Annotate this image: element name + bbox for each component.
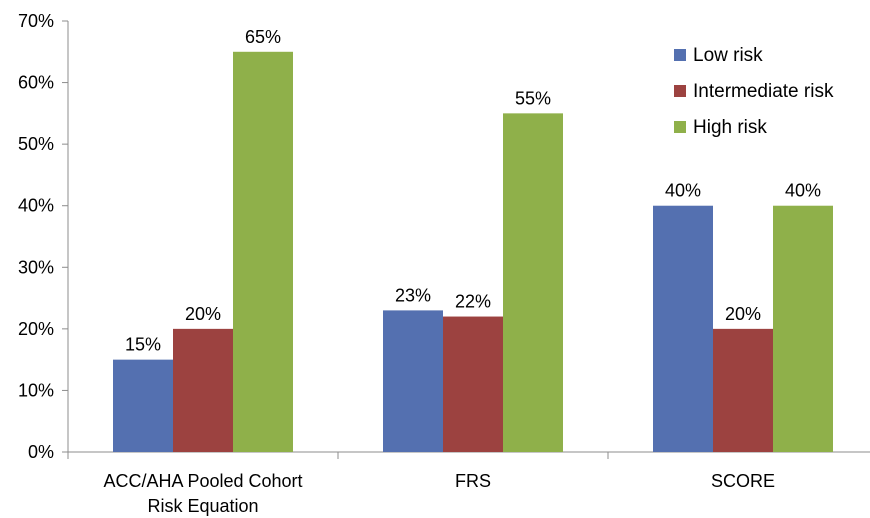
x-axis: ACC/AHA Pooled Cohort Risk Equation FRS SCO… [67,451,870,516]
bars [113,51,833,453]
legend: Low risk Intermediate risk High risk [674,45,834,138]
x-category-label: SCORE [711,471,775,491]
data-labels: 15% 20% 65% 23% 22% 55% 40% 20% 40% [125,27,821,355]
bar [383,310,443,452]
data-label: 55% [515,88,551,108]
data-label: 65% [245,27,281,47]
data-label: 23% [395,285,431,305]
legend-label: Low risk [693,45,763,66]
y-axis: 0% 10% 20% 30% 40% 50% 60% 70% [18,11,69,462]
legend-swatch [674,121,686,133]
bar [443,316,503,452]
y-tick-label: 20% [18,319,54,339]
y-tick-label: 50% [18,134,54,154]
bar [713,328,773,452]
data-label: 40% [785,181,821,201]
y-tick-label: 0% [28,442,54,462]
bar [653,205,713,452]
y-tick-label: 70% [18,11,54,31]
legend-label: High risk [693,117,767,138]
bar [503,113,563,452]
data-label: 15% [125,335,161,355]
x-category-label: FRS [455,471,491,491]
bar [773,205,833,452]
data-label: 40% [665,181,701,201]
bar [113,359,173,452]
data-label: 20% [725,304,761,324]
x-category-label: ACC/AHA Pooled Cohort [103,471,302,491]
legend-label: Intermediate risk [693,81,834,102]
y-tick-label: 30% [18,257,54,277]
y-tick-label: 40% [18,196,54,216]
y-tick-label: 10% [18,380,54,400]
bar [233,51,293,453]
data-label: 22% [455,292,491,312]
data-label: 20% [185,304,221,324]
bar [173,328,233,452]
legend-swatch [674,49,686,61]
y-tick-label: 60% [18,73,54,93]
legend-swatch [674,85,686,97]
x-category-label: Risk Equation [147,496,258,516]
